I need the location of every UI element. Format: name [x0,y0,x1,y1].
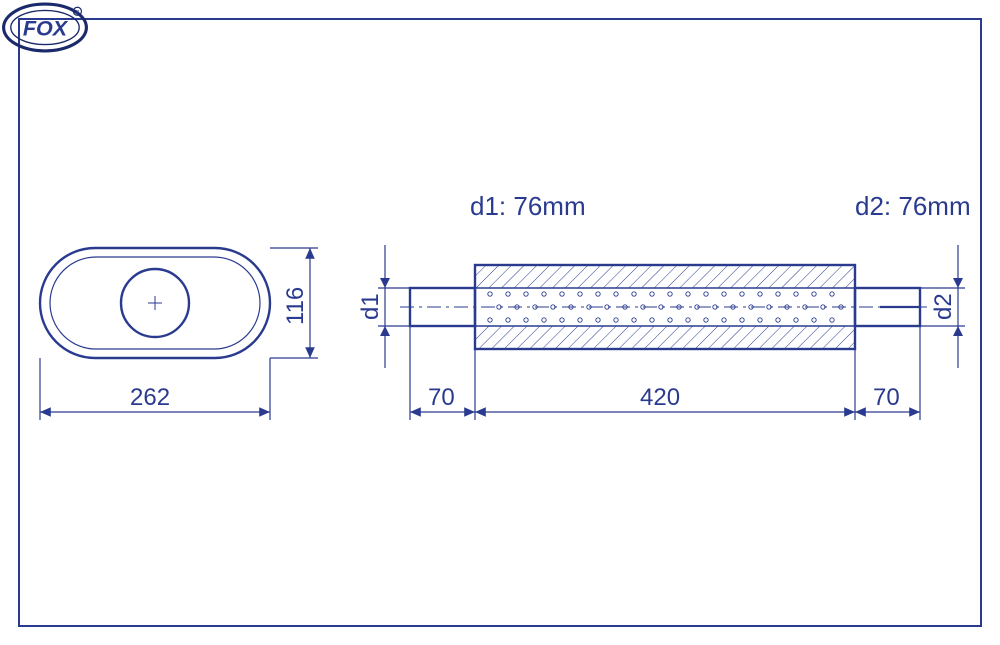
fox-logo: FOX R [0,0,90,55]
dim-oval-height: 116 [270,248,318,358]
dim-oval-width-value: 262 [130,384,170,411]
left-view-oval [40,248,270,358]
label-d1-top: d1: 76mm [470,191,586,221]
label-d2-side: d2 [930,293,957,320]
dim-oval-height-value: 116 [282,287,309,325]
dim-d1: d1 [357,245,410,368]
label-d2-top: d2: 76mm [855,191,971,221]
technical-drawing: 262 116 d1: 76mm d2: 76mm [0,0,1000,645]
dim-d2: d2 [920,245,965,368]
fox-logo-text: FOX [23,16,69,41]
label-d1-side: d1 [357,293,384,320]
svg-text:R: R [75,10,79,16]
dim-len-right: 70 [873,384,900,411]
dim-len-left: 70 [428,384,455,411]
right-view-section [400,265,930,349]
dim-oval-width: 262 [40,358,270,420]
dim-len-mid: 420 [640,384,680,411]
